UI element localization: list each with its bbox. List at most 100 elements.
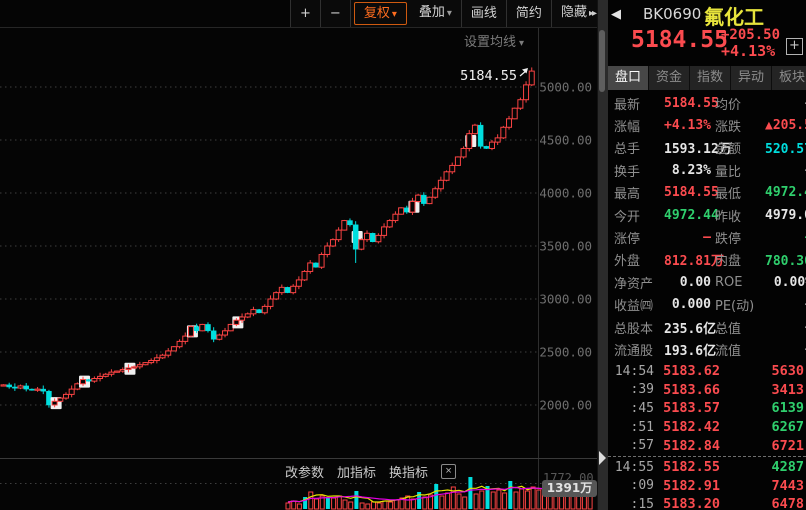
tick-list[interactable]: 14:54 5183.62 5630:39 5183.66 3413:45 5183.57… <box>608 362 806 510</box>
tab-4[interactable]: 异动 <box>731 66 772 90</box>
tick-volume: 6478 <box>771 496 804 510</box>
field-row: 涨幅 +4.13%涨跌 ▲205.50 <box>608 114 806 136</box>
close-indicator-button[interactable]: × <box>441 464 457 479</box>
field-value: — <box>765 297 806 312</box>
switch-indicator-button[interactable]: 换指标 <box>389 462 428 481</box>
zoom-out-button[interactable]: − <box>321 0 351 27</box>
field-value: 0.000 <box>671 297 711 313</box>
y-axis-tick: 5000.00 <box>539 80 592 95</box>
price-annotation: 5184.55 <box>460 68 517 84</box>
y-axis-tick: 4000.00 <box>539 186 592 201</box>
volume-max-badge: 1391万 <box>542 480 597 497</box>
field-label: PE(动) <box>715 299 755 315</box>
tick-volume: 6139 <box>771 400 804 417</box>
hide-label: 隐藏 <box>560 5 587 20</box>
field-value: 8.23% <box>671 162 711 178</box>
caret-down-icon: ▾ <box>391 9 397 20</box>
tab-2[interactable]: 资金 <box>649 66 690 90</box>
tick-price: 5182.84 <box>663 437 720 454</box>
fuquan-label: 复权 <box>363 6 390 21</box>
tick-time: 14:55 <box>614 459 654 475</box>
tick-volume: 6267 <box>771 419 804 436</box>
overlay-label: 叠加 <box>418 5 445 20</box>
y-axis-tick: 4500.00 <box>539 133 592 148</box>
stock-name: 氟化工 <box>704 5 764 29</box>
field-value: 0.00 <box>679 274 711 290</box>
tab-1[interactable]: 盘口 <box>608 66 649 90</box>
field-label: 金额 <box>715 142 742 158</box>
tick-time: :15 <box>630 496 654 510</box>
candles-group <box>0 67 535 410</box>
field-value: 520.57亿 <box>765 142 806 158</box>
price-change-pct: +4.13% <box>721 42 776 60</box>
field-value: 4972.44 <box>664 207 719 223</box>
tick-row: :09 5182.91 7443 <box>608 477 806 496</box>
tick-price: 5183.62 <box>663 363 720 380</box>
price-annotation-group: 5184.55 <box>460 68 528 84</box>
tick-price: 5182.42 <box>663 419 720 436</box>
caret-down-icon: ▾ <box>446 8 452 19</box>
tick-time: :51 <box>630 419 654 435</box>
field-value: 193.6亿 <box>664 343 717 359</box>
draw-line-button[interactable]: 画线 <box>462 0 507 27</box>
quote-panel: ◀ BK0690 氟化工 5184.55 +205.50 +4.13% + 盘口… <box>608 0 806 510</box>
tick-time: :09 <box>630 478 654 494</box>
field-value: — <box>765 230 806 245</box>
zoom-in-button[interactable]: + <box>291 0 321 27</box>
field-value: 5184.55 <box>664 95 719 111</box>
tick-row: 14:55 5182.55 4287 <box>608 458 806 477</box>
annotation-arrowhead <box>522 68 528 74</box>
tick-row: :51 5182.42 6267 <box>608 418 806 437</box>
tick-volume: 7443 <box>771 477 804 494</box>
tab-5[interactable]: 板块 <box>772 66 806 90</box>
panel-tabs: 盘口 资金 指数 异动 板块 <box>608 66 806 90</box>
field-label: 换手 <box>614 164 641 180</box>
add-to-watchlist-button[interactable]: + <box>786 38 803 55</box>
tick-volume: 6721 <box>771 437 804 454</box>
field-value: 5184.55 <box>664 185 719 201</box>
field-value: ▲205.50 <box>765 118 806 134</box>
tick-row: :39 5183.66 3413 <box>608 381 806 400</box>
scrollbar-thumb[interactable] <box>599 30 605 92</box>
overlay-dropdown[interactable]: 叠加 ▾ <box>410 0 462 27</box>
fuquan-dropdown[interactable]: 复权 ▾ <box>353 2 407 25</box>
caret-down-icon: ▾ <box>519 38 525 49</box>
field-label: 量比 <box>715 164 742 180</box>
field-label: 均价 <box>715 97 742 113</box>
field-value: — <box>703 230 711 246</box>
set-ma-dropdown[interactable]: 设置均线 ▾ <box>464 31 524 50</box>
field-label: 最新 <box>614 97 641 113</box>
field-value: 1593.12万 <box>664 142 732 158</box>
field-value: 4972.44 <box>765 185 806 201</box>
y-axis-tick: 3500.00 <box>539 239 592 254</box>
tick-volume: 4287 <box>771 459 804 476</box>
simple-mode-button[interactable]: 简约 <box>507 0 552 27</box>
candlestick-chart[interactable]: 5000.00 4500.00 4000.00 3500.00 3000.00 2500.… <box>0 28 597 458</box>
volume-chart[interactable] <box>0 459 597 510</box>
change-params-button[interactable]: 改参数 <box>285 462 324 481</box>
quote-fields: 最新5184.55均价—涨幅+4.13%涨跌▲205.50总手1593.12万金… <box>608 92 806 361</box>
tick-row: :45 5183.57 6139 <box>608 399 806 418</box>
field-label: 涨跌 <box>715 120 742 136</box>
add-indicator-button[interactable]: 加指标 <box>337 462 376 481</box>
tick-row: 14:54 5183.62 5630 <box>608 362 806 381</box>
back-arrow-icon[interactable]: ◀ <box>611 7 621 22</box>
tick-volume: 3413 <box>771 381 804 398</box>
field-label: 最高 <box>614 187 641 203</box>
tab-3[interactable]: 指数 <box>690 66 731 90</box>
chart-gridlines: 5000.00 4500.00 4000.00 3500.00 3000.00 2500.… <box>0 80 592 413</box>
field-value: — <box>765 320 806 335</box>
tick-row: :57 5182.84 6721 <box>608 436 806 455</box>
field-value: 780.30万 <box>765 254 806 270</box>
stock-code: BK0690 <box>643 5 702 23</box>
y-axis-tick: 3000.00 <box>539 292 592 307</box>
field-label: 最低 <box>715 187 742 203</box>
collapse-arrow-icon[interactable] <box>599 451 606 465</box>
last-price: 5184.55 <box>631 27 728 53</box>
pane-divider[interactable] <box>0 458 597 459</box>
